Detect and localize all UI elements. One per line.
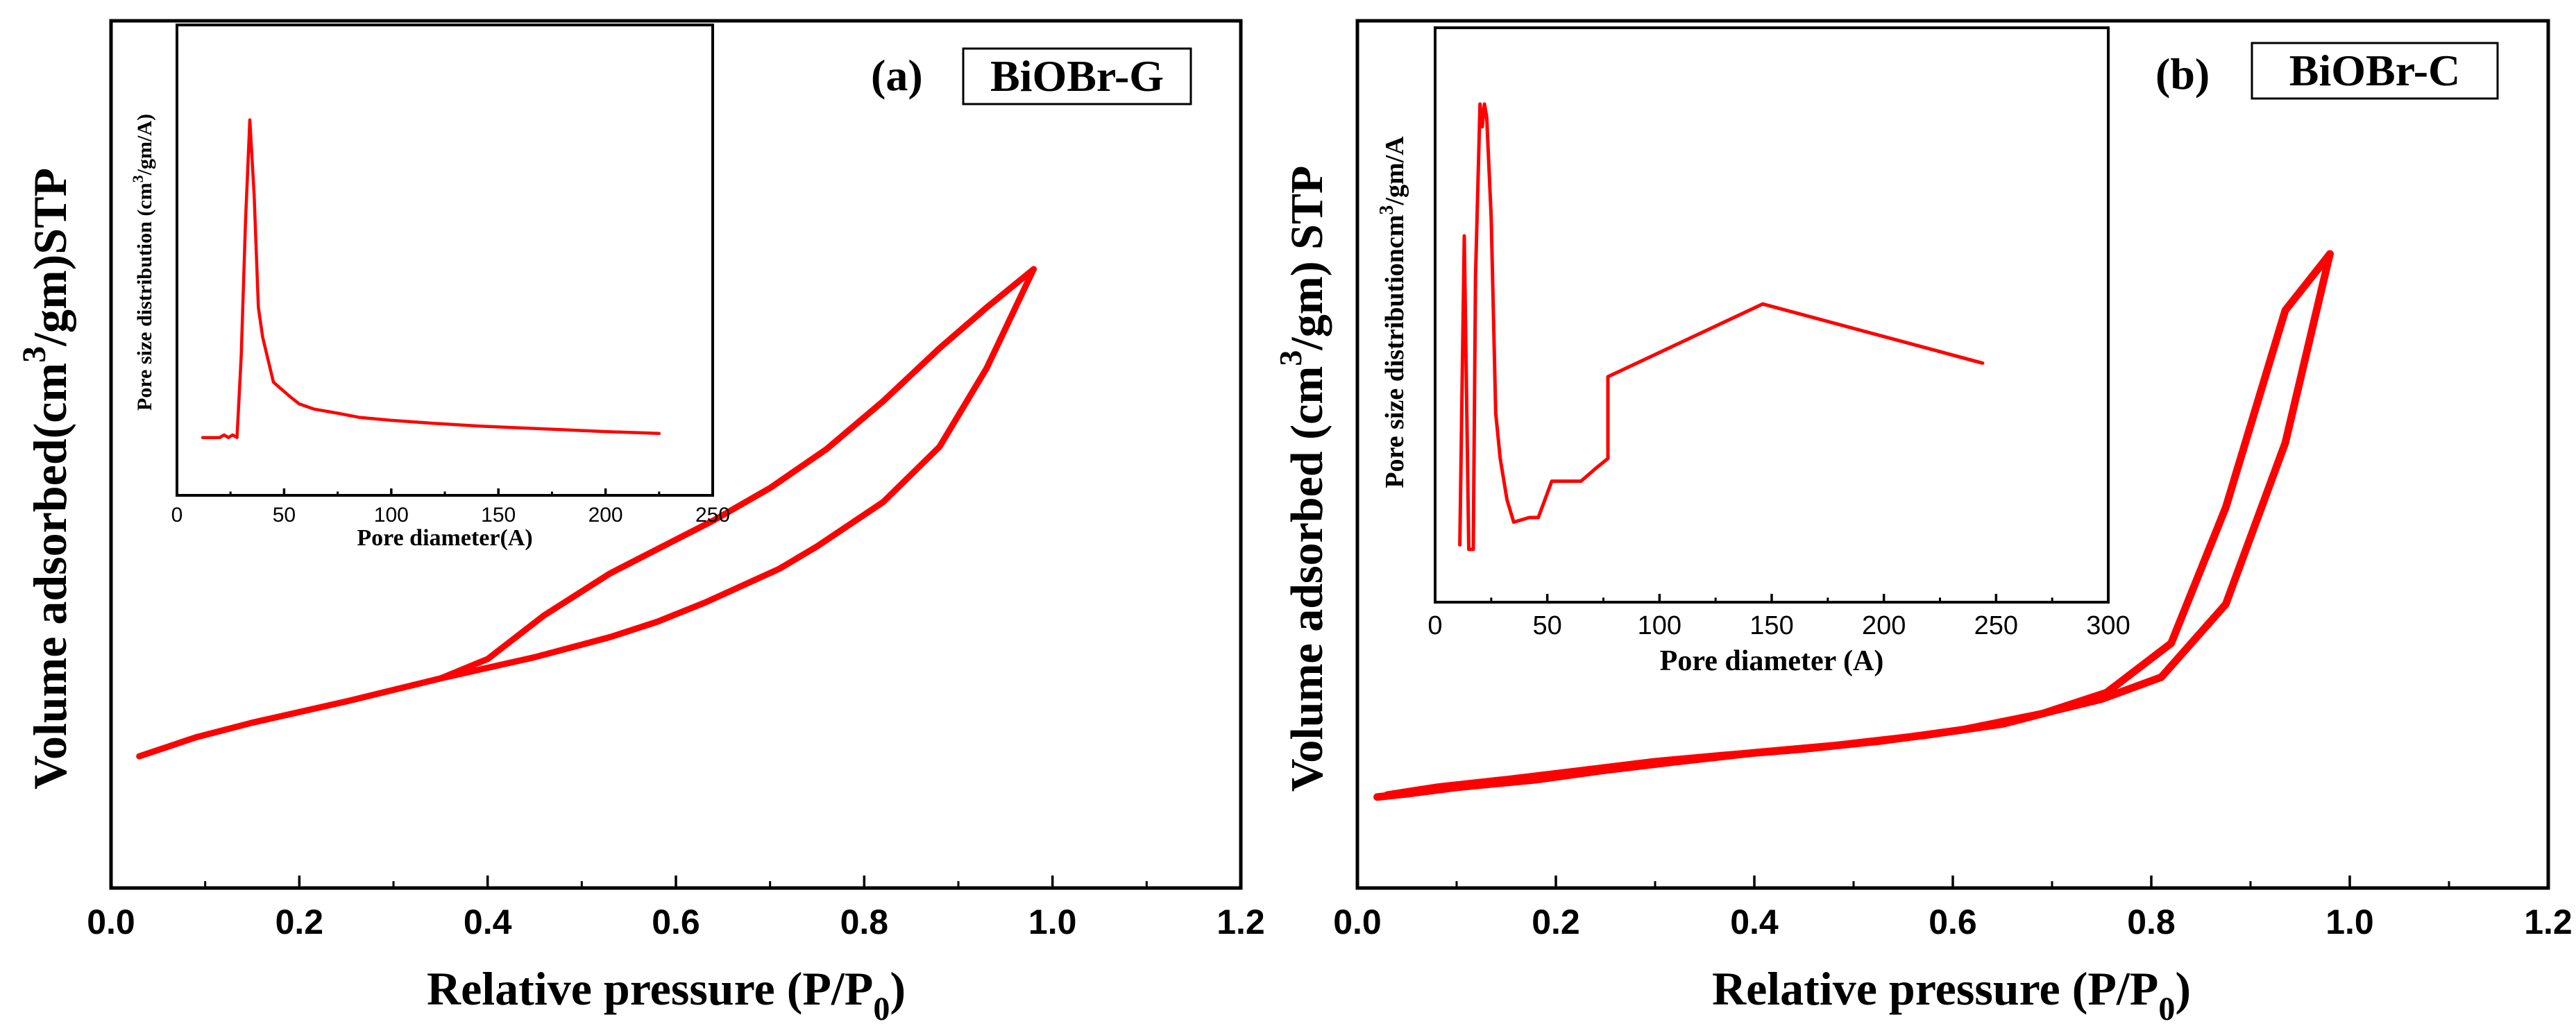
panel-b-inset-frame [1434,26,2110,604]
panel-a-x-axis-label-sub: 0 [873,991,890,1027]
panel-b-inset-x-tick-label: 300 [2086,611,2130,640]
panel-a: 0.0 0.2 0.4 0.6 0.8 1.0 1.2 (a) BiOBr-G Relati… [16,19,1265,1027]
panel-b-inset-x-tick-label: 150 [1749,611,1793,640]
panel-b-x-ticks [1356,876,2550,888]
panel-b-inset-x-tick-label: 0 [1427,611,1442,640]
panel-a-x-axis-label: Relative pressure (P/P0) [427,962,906,1027]
panel-b-x-axis-label-main: Relative pressure (P/P [1712,962,2158,1015]
panel-b-series [1373,250,2334,801]
panel-b-inset: 0 50 100 150 200 250 300 Pore diameter (A) Por… [1376,26,2130,677]
panel-b-x-axis-label-sub: 0 [2158,991,2175,1027]
panel-b-y-axis-label-sup: 3 [1273,350,1308,366]
panel-a-x-tick-label: 0.0 [87,903,135,941]
panel-b-inset-x-tick-labels: 0 50 100 150 200 250 300 [1427,611,2130,640]
panel-a-x-axis-label-close: ) [890,962,906,1015]
panel-a-inset-y-axis-label-pre: Pore size distribution (cm [133,182,156,411]
panel-b-inset-y-axis-label-sup: 3 [1376,205,1398,215]
panel-a-x-tick-label: 0.6 [652,903,700,941]
panel-b-inset-x-axis-label: Pore diameter (A) [1660,645,1884,677]
panel-a-inset-x-axis-label: Pore diameter(A) [357,525,532,551]
panel-a-inset-y-axis-label-sup: 3 [129,175,146,182]
panel-a-inset-x-tick-label: 250 [695,504,730,527]
panel-a-inset-y-axis-label: Pore size distribution (cm3/gm/A) [129,114,156,411]
panel-a-x-tick-label: 1.0 [1028,903,1077,941]
panel-a-x-tick-label: 0.4 [464,903,512,941]
panel-b: 0.0 0.2 0.4 0.6 0.8 1.0 1.2 (b) BiOBr-C Relati… [1273,19,2573,1027]
panel-a-label: (a) [871,51,923,100]
panel-a-inset-x-tick-labels: 0 50 100 150 200 250 [171,504,730,527]
panel-a-inset-x-tick-label: 200 [588,504,623,527]
panel-a-x-tick-label: 1.2 [1217,903,1265,941]
panel-a-adsorption-line [136,266,1037,760]
panel-a-x-axis-label-main: Relative pressure (P/P [427,962,873,1015]
panel-a-inset-y-axis-label-post: /gm/A) [133,114,156,176]
panel-b-y-axis-label-post: /gm) STP [1282,166,1332,351]
panel-a-inset-x-tick-label: 50 [273,504,296,527]
panel-a-x-tick-label: 0.8 [840,903,889,941]
panel-b-label: (b) [2155,49,2210,99]
panel-b-inset-y-axis-label: Pore size distributioncm3/gm/A [1376,136,1409,488]
panel-a-desorption-line [437,266,1037,682]
panel-b-x-axis-label-close: ) [2175,962,2191,1015]
panel-a-inset-x-tick-label: 0 [171,504,183,527]
panel-b-inset-x-ticks [1434,594,2110,602]
panel-a-inset-frame [176,24,714,497]
panel-b-sample-box [2251,42,2499,100]
panel-b-x-tick-label: 1.0 [2325,903,2374,941]
panel-a-inset-pore-size-line [201,118,661,439]
panel-a-sample-box [962,47,1192,105]
panel-b-x-tick-label: 0.4 [1730,903,1779,941]
panel-b-inset-x-tick-label: 250 [1974,611,2018,640]
panel-a-inset: 0 50 100 150 200 250 Pore diameter(A) Pore si… [129,24,730,551]
panel-b-inset-y-axis-label-pre: Pore size distributioncm [1380,215,1409,488]
panel-a-y-axis-label-post: /gm)STP [24,168,76,347]
panel-b-sample-label: BiOBr-C [2289,46,2461,95]
panel-a-inset-x-ticks [176,488,714,495]
panel-a-x-tick-label: 0.2 [276,903,324,941]
panel-a-y-axis-label-pre: Volume adsorbed(cm [24,363,76,789]
panel-b-inset-x-tick-label: 100 [1638,611,1681,640]
panel-a-inset-x-tick-label: 150 [481,504,516,527]
panel-a-y-axis-label-sup: 3 [16,346,53,363]
panel-b-desorption-line [1383,250,2334,799]
panel-b-inset-pore-size-line [1458,102,1985,552]
panel-b-y-axis-label: Volume adsorbed (cm3/gm) STP [1273,166,1332,792]
panel-a-sample-label: BiOBr-G [990,51,1164,101]
panel-a-x-ticks [110,876,1242,888]
panel-a-series [136,266,1037,760]
panel-b-x-tick-label: 0.2 [1532,903,1580,941]
panel-b-y-axis-label-pre: Volume adsorbed (cm [1282,366,1332,792]
panel-b-inset-y-axis-label-post: /gm/A [1380,136,1409,206]
panel-b-inset-x-tick-label: 200 [1862,611,1906,640]
panel-a-inset-x-tick-label: 100 [374,504,409,527]
panel-b-x-axis-label: Relative pressure (P/P0) [1712,962,2191,1027]
panel-b-x-tick-label: 0.6 [1929,903,1977,941]
panel-a-inset-series [201,118,661,439]
panel-b-inset-x-tick-label: 50 [1533,611,1562,640]
panel-a-y-axis-label: Volume adsorbed(cm3/gm)STP [16,168,76,789]
panel-b-x-tick-label: 1.2 [2524,903,2573,941]
panel-b-x-tick-label: 0.8 [2127,903,2176,941]
panel-b-x-tick-label: 0.0 [1333,903,1382,941]
panel-b-x-tick-labels: 0.0 0.2 0.4 0.6 0.8 1.0 1.2 [1333,903,2573,941]
panel-a-x-tick-labels: 0.0 0.2 0.4 0.6 0.8 1.0 1.2 [87,903,1265,941]
panel-b-inset-series [1458,102,1985,552]
